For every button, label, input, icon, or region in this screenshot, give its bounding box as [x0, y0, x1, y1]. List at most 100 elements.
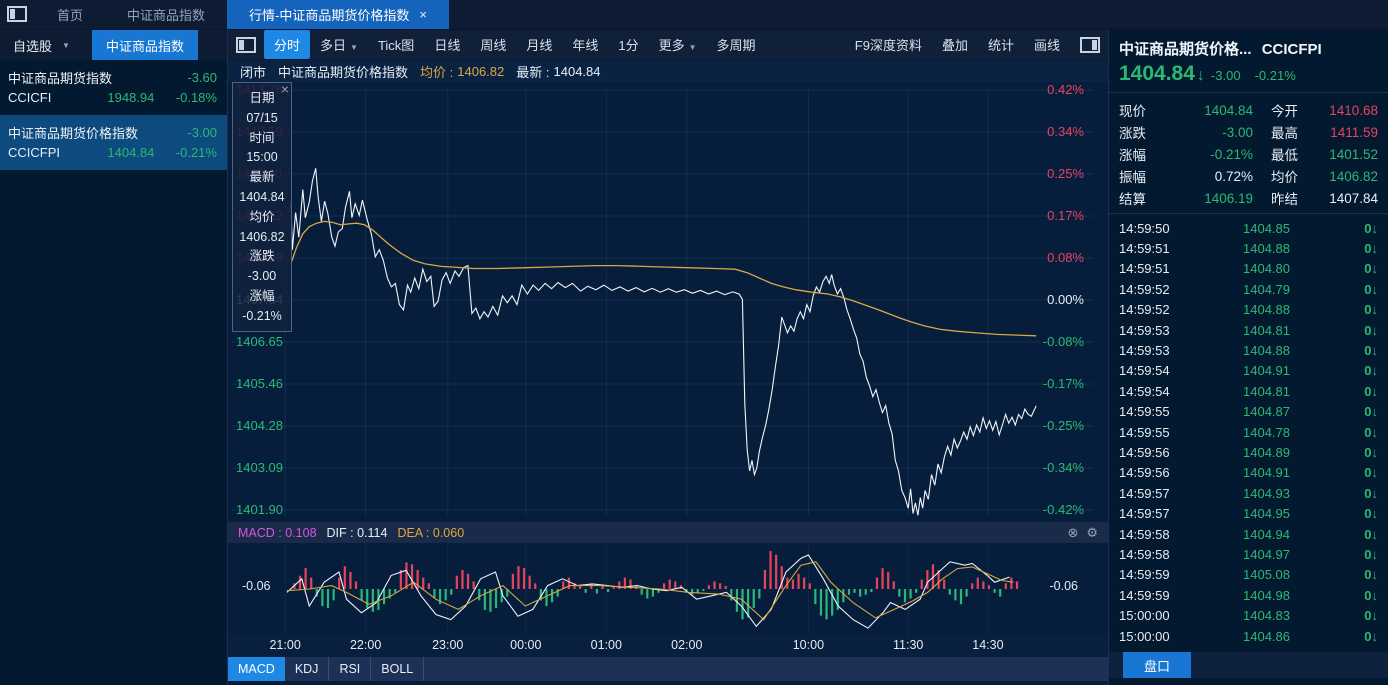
tick-down-arrow-icon: ↓: [1371, 546, 1379, 562]
toolbar-item-月线[interactable]: 月线: [526, 38, 553, 53]
indicator-tab-RSI[interactable]: RSI: [329, 657, 372, 681]
tick-price: 1404.83: [1243, 608, 1290, 624]
quote-price-row: 1404.84 ↓ -3.00 -0.21%: [1109, 59, 1388, 93]
stat-label: 昨结: [1271, 192, 1298, 207]
toolbar-item-画线[interactable]: 画线: [1033, 38, 1060, 53]
sidebar-toggle-icon[interactable]: [7, 6, 27, 22]
chevron-down-icon: ▼: [350, 43, 358, 52]
tick-time: 14:59:54: [1119, 383, 1170, 399]
macd-value-label: MACD : 0.108: [238, 525, 317, 540]
toolbar-item-Tick图[interactable]: Tick图: [377, 38, 415, 53]
tab-close-icon[interactable]: ×: [419, 7, 427, 22]
tick-price: 1404.79: [1243, 281, 1290, 297]
tick-row: 14:59:57 1404.93 0↓: [1119, 483, 1378, 503]
y-axis-percent-label: 0.42%: [1047, 82, 1084, 97]
macd-axis-label-right: -0.06: [1049, 579, 1079, 593]
macd-indicator-chart[interactable]: -0.06 -0.06: [228, 543, 1108, 635]
toolbar-item-分时[interactable]: 分时: [264, 30, 311, 59]
toolbar-item-周线[interactable]: 周线: [480, 38, 507, 53]
quote-change: -3.00: [1210, 68, 1241, 83]
quote-panel: 中证商品期货价格... CCICFPI 1404.84 ↓ -3.00 -0.2…: [1108, 30, 1388, 685]
tick-row: 14:59:54 1404.91 0↓: [1119, 361, 1378, 381]
tick-volume: 0↓: [1364, 465, 1379, 481]
indicator-tab-MACD[interactable]: MACD: [228, 657, 285, 681]
last-price-label: 最新 :: [516, 64, 550, 80]
tick-down-arrow-icon: ↓: [1371, 465, 1379, 481]
watchlist-group-tab[interactable]: 中证商品指数: [91, 30, 198, 60]
tick-volume: 0↓: [1364, 220, 1378, 236]
avg-price-label: 均价 :: [420, 64, 454, 80]
instrument-name: 中证商品期货指数: [8, 70, 113, 86]
tab-home[interactable]: 首页: [35, 0, 105, 29]
toolbar-item-年线[interactable]: 年线: [572, 38, 599, 53]
tooltip-value: -0.21%: [242, 308, 282, 323]
avg-price-value: 1406.82: [457, 63, 505, 79]
toolbar-item-多日[interactable]: 多日 ▼: [320, 38, 358, 53]
watchlist-item[interactable]: 中证商品期货价格指数 -3.00 CCICFPI 1404.84 -0.21%: [0, 115, 227, 170]
watchlist-group-dropdown[interactable]: 自选股 ▼: [0, 30, 78, 60]
stat-value: 1410.68: [1329, 102, 1378, 118]
instrument-change-pct: -0.21%: [175, 144, 217, 160]
toolbar-item-多周期[interactable]: 多周期: [716, 38, 756, 53]
dif-value-label: DIF : 0.114: [326, 525, 388, 540]
tooltip-label: 最新: [249, 170, 275, 185]
quote-instrument-code: CCICFPI: [1261, 41, 1322, 58]
toolbar-item-叠加[interactable]: 叠加: [941, 38, 968, 53]
price-down-arrow-icon: ↓: [1196, 67, 1205, 84]
tick-price: 1404.89: [1243, 444, 1290, 460]
indicator-tab-KDJ[interactable]: KDJ: [285, 657, 330, 681]
y-axis-percent-label: -0.42%: [1042, 502, 1084, 517]
collapse-left-panel-icon[interactable]: [236, 36, 256, 53]
time-axis-label: 23:00: [432, 638, 464, 652]
indicator-settings-icon[interactable]: ⚙: [1086, 524, 1098, 540]
tick-row: 14:59:54 1404.81 0↓: [1119, 381, 1378, 401]
tick-volume: 0↓: [1364, 383, 1378, 399]
quote-stat-row: 结算 1406.19 昨结 1407.84: [1119, 187, 1378, 209]
toolbar-item-F9深度资料[interactable]: F9深度资料: [854, 38, 922, 53]
tooltip-close-icon[interactable]: ×: [280, 81, 289, 97]
watchlist-items: 中证商品期货指数 -3.60 CCICFI 1948.94 -0.18% 中证商品期货价格…: [0, 60, 227, 170]
tab-index[interactable]: 中证商品指数: [105, 0, 227, 29]
y-axis-percent-label: -0.25%: [1042, 418, 1084, 433]
toolbar-item-1分[interactable]: 1分: [618, 38, 639, 53]
tick-time: 14:59:53: [1119, 322, 1170, 338]
stat-value: 1401.52: [1329, 146, 1378, 162]
tick-down-arrow-icon: ↓: [1371, 485, 1379, 501]
tick-row: 14:59:55 1404.78 0↓: [1119, 422, 1378, 442]
toolbar-item-更多[interactable]: 更多 ▼: [658, 38, 697, 53]
y-axis-percent-label: -0.08%: [1042, 334, 1084, 349]
macd-chart-svg: [284, 543, 1019, 635]
last-price-value: 1404.84: [553, 63, 601, 79]
tick-down-arrow-icon: ↓: [1371, 404, 1379, 420]
tick-time: 14:59:59: [1119, 587, 1170, 603]
tick-row: 14:59:59 1404.98 0↓: [1119, 585, 1378, 605]
tick-row: 14:59:58 1404.97 0↓: [1119, 544, 1378, 564]
collapse-right-panel-icon[interactable]: [1080, 36, 1100, 53]
stat-label: 均价: [1271, 170, 1298, 185]
tab-active-quote[interactable]: 行情-中证商品期货价格指数 ×: [227, 0, 449, 29]
tick-price: 1404.91: [1243, 363, 1290, 379]
tick-volume: 0↓: [1364, 363, 1378, 379]
tick-price: 1404.88: [1243, 302, 1290, 318]
time-axis-label: 02:00: [671, 638, 703, 652]
toolbar-item-统计[interactable]: 统计: [987, 38, 1014, 53]
tab-label: 中证商品指数: [127, 8, 206, 23]
top-tab-bar: 首页 中证商品指数 行情-中证商品期货价格指数 ×: [0, 0, 1388, 30]
indicator-close-icon[interactable]: ⊗: [1067, 524, 1079, 540]
intraday-price-chart[interactable]: × 日期 07/15 时间 15:00 最新 1404.84 均价 1406.82 涨跌 -3.0…: [228, 81, 1108, 517]
chevron-down-icon: ▼: [688, 43, 697, 52]
stat-value: -3.00: [1222, 124, 1253, 140]
tooltip-label: 日期: [249, 91, 275, 105]
stat-value: 1411.59: [1330, 124, 1378, 140]
watchlist-item[interactable]: 中证商品期货指数 -3.60 CCICFI 1948.94 -0.18%: [0, 60, 227, 115]
instrument-change: -3.00: [187, 124, 217, 140]
time-axis-label: 11:30: [893, 638, 924, 652]
time-axis-label: 22:00: [349, 638, 382, 652]
tick-volume: 0↓: [1364, 444, 1378, 460]
indicator-tab-BOLL[interactable]: BOLL: [371, 657, 425, 681]
order-book-tab[interactable]: 盘口: [1123, 652, 1191, 678]
y-axis-percent-label: -0.17%: [1042, 376, 1084, 391]
time-axis-label: 01:00: [590, 638, 622, 652]
toolbar-item-日线[interactable]: 日线: [434, 38, 461, 53]
tick-list[interactable]: 14:59:50 1404.85 0↓ 14:59:51 1404.88 0↓ 14:59:…: [1109, 214, 1388, 667]
